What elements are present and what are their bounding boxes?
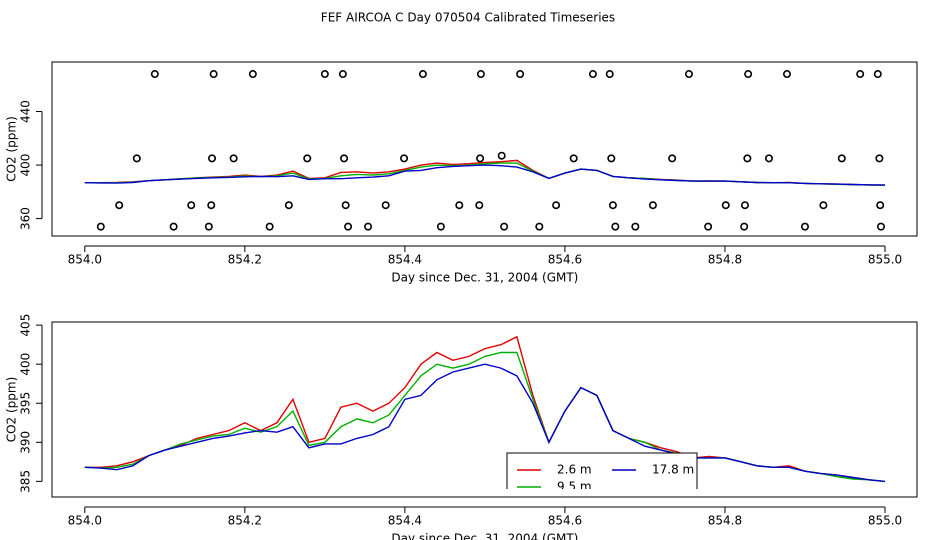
legend-label: 2.6 m (557, 463, 592, 477)
x-axis-label: Day since Dec. 31, 2004 (GMT) (391, 532, 578, 540)
calibration-point (684, 70, 693, 79)
series-line (84, 164, 886, 186)
calibration-point (837, 154, 846, 163)
y-tick-label: 440 (19, 100, 33, 123)
calibration-point (782, 70, 791, 79)
calibration-point (605, 70, 614, 79)
x-tick-label: 854.2 (228, 514, 262, 528)
calibration-point (800, 222, 809, 231)
x-tick-label: 855.0 (868, 253, 902, 267)
calibration-point (873, 70, 882, 79)
calibration-point (764, 154, 773, 163)
calibration-point (364, 222, 373, 231)
x-tick-label: 854.0 (68, 514, 102, 528)
calibration-point (856, 70, 865, 79)
calibration-point (744, 70, 753, 79)
y-tick-label: 400 (19, 154, 33, 177)
y-tick-label: 360 (19, 207, 33, 230)
calibration-point (418, 70, 427, 79)
x-tick-label: 854.4 (388, 253, 422, 267)
y-tick-label: 400 (19, 353, 33, 376)
calibration-point (569, 154, 578, 163)
calibration-point (743, 154, 752, 163)
calibration-point (187, 201, 196, 210)
calibration-point (875, 154, 884, 163)
calibration-point (740, 222, 749, 231)
calibration-point (608, 201, 617, 210)
calibration-point (740, 201, 749, 210)
x-tick-label: 854.8 (708, 253, 742, 267)
calibration-point (204, 222, 213, 231)
calibration-point (115, 201, 124, 210)
x-tick-label: 854.0 (68, 253, 102, 267)
calibration-point (607, 154, 616, 163)
x-tick-label: 855.0 (868, 514, 902, 528)
calibration-point (631, 222, 640, 231)
x-axis-label: Day since Dec. 31, 2004 (GMT) (391, 271, 578, 285)
calibration-point (338, 70, 347, 79)
y-axis-label: CO2 (ppm) (5, 116, 19, 182)
calibration-point (284, 201, 293, 210)
calibration-point (344, 222, 353, 231)
calibration-point (320, 70, 329, 79)
calibration-point (721, 201, 730, 210)
y-axis-label: CO2 (ppm) (5, 377, 19, 443)
calibration-point (209, 70, 218, 79)
calibration-point (668, 154, 677, 163)
legend-label: 9.5 m (557, 480, 592, 494)
calibration-point (265, 222, 274, 231)
calibration-point (96, 222, 105, 231)
calibration-point (476, 154, 485, 163)
calibration-point (381, 201, 390, 210)
y-tick-label: 405 (19, 314, 33, 337)
calibration-point (516, 70, 525, 79)
calibration-point (340, 154, 349, 163)
calibration-point (150, 70, 159, 79)
series-line (84, 351, 886, 483)
calibration-point (132, 154, 141, 163)
chart-title: FEF AIRCOA C Day 070504 Calibrated Times… (321, 11, 615, 25)
y-tick-label: 395 (19, 392, 33, 415)
calibration-point (611, 222, 620, 231)
x-tick-label: 854.2 (228, 253, 262, 267)
x-tick-label: 854.6 (548, 253, 582, 267)
x-tick-label: 854.4 (388, 514, 422, 528)
calibration-point (169, 222, 178, 231)
plot-frame (51, 321, 918, 498)
legend-label: 17.8 m (652, 463, 694, 477)
calibration-point (248, 70, 257, 79)
calibration-point (648, 201, 657, 210)
plot-frame (51, 61, 918, 237)
calibration-point (229, 154, 238, 163)
calibration-point (475, 201, 484, 210)
calibration-point (704, 222, 713, 231)
series-line (84, 162, 886, 186)
series-line (84, 363, 886, 483)
calibration-point (476, 70, 485, 79)
calibration-point (303, 154, 312, 163)
y-tick-label: 385 (19, 470, 33, 493)
calibration-point (552, 201, 561, 210)
calibration-point (588, 70, 597, 79)
calibration-point (497, 151, 506, 160)
x-tick-label: 854.8 (708, 514, 742, 528)
x-tick-label: 854.6 (548, 514, 582, 528)
y-tick-label: 390 (19, 431, 33, 454)
calibration-point (819, 201, 828, 210)
series-line (84, 335, 886, 483)
calibration-point (208, 154, 217, 163)
calibration-point (876, 222, 885, 231)
calibration-point (341, 201, 350, 210)
calibration-point (455, 201, 464, 210)
calibration-point (876, 201, 885, 210)
legend: 2.6 m 17.8 m 9.5 m (506, 452, 698, 494)
calibration-point (535, 222, 544, 231)
legend-box (506, 452, 698, 489)
calibration-point (500, 222, 509, 231)
calibration-point (207, 201, 216, 210)
calibration-point (436, 222, 445, 231)
calibration-point (400, 154, 409, 163)
